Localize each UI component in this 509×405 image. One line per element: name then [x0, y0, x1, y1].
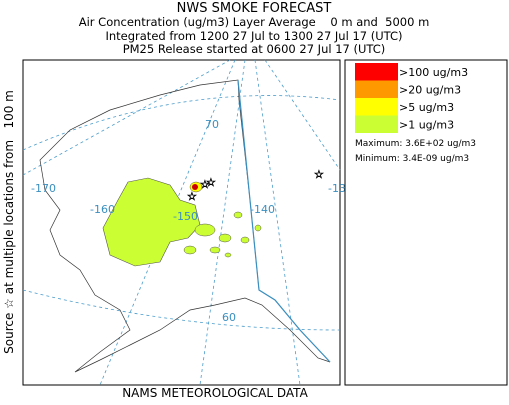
legend-label: >100 ug/m3: [399, 66, 468, 79]
svg-text:☆: ☆: [314, 168, 324, 181]
legend-label: >20 ug/m3: [399, 84, 461, 97]
legend-swatch: [355, 98, 398, 116]
smoke-patches: [183, 211, 262, 258]
border: [237, 79, 331, 363]
svg-text:☆: ☆: [187, 190, 197, 203]
subtitle: PM25 Release started at 0600 27 Jul 17 (…: [123, 42, 386, 56]
legend: Maximum: 3.6E+02 ug/m3 Minimum: 3.4E-09 …: [344, 59, 508, 386]
graticule-label: 70: [205, 118, 219, 131]
legend-label: >5 ug/m3: [399, 101, 454, 114]
graticule-label: -160: [90, 203, 115, 216]
legend-maximum: Maximum: 3.6E+02 ug/m3: [355, 139, 476, 149]
legend-swatch: [355, 80, 398, 98]
graticule-label: -170: [31, 182, 56, 195]
smoke-plume: [102, 177, 201, 267]
graticule-label: -140: [250, 203, 275, 216]
legend-label: >1 ug/m3: [399, 119, 454, 132]
smoke-max: [192, 184, 198, 190]
graticule-label: -150: [173, 210, 198, 223]
legend-swatch: [355, 115, 398, 133]
side-label: Source ☆ at multiple locations from 100 …: [2, 90, 16, 354]
title: NWS SMOKE FORECAST: [177, 1, 332, 16]
subtitle: Air Concentration (ug/m3) Layer Average …: [79, 15, 430, 29]
map: ☆☆ ☆☆ 70 -170 -160 -150 -140 -130 60: [22, 59, 353, 386]
sources: ☆☆ ☆☆: [187, 168, 325, 204]
footer: NAMS METEOROLOGICAL DATA: [122, 386, 308, 400]
graticule: [22, 95, 341, 151]
svg-text:☆: ☆: [206, 176, 216, 189]
graticule-label: 60: [222, 311, 236, 324]
svg-text:☆: ☆: [200, 178, 210, 191]
subtitle: Integrated from 1200 27 Jul to 1300 27 J…: [105, 29, 402, 43]
legend-swatch: [355, 63, 398, 81]
legend-minimum: Minimum: 3.4E-09 ug/m3: [355, 154, 469, 164]
graticule: [22, 289, 341, 331]
